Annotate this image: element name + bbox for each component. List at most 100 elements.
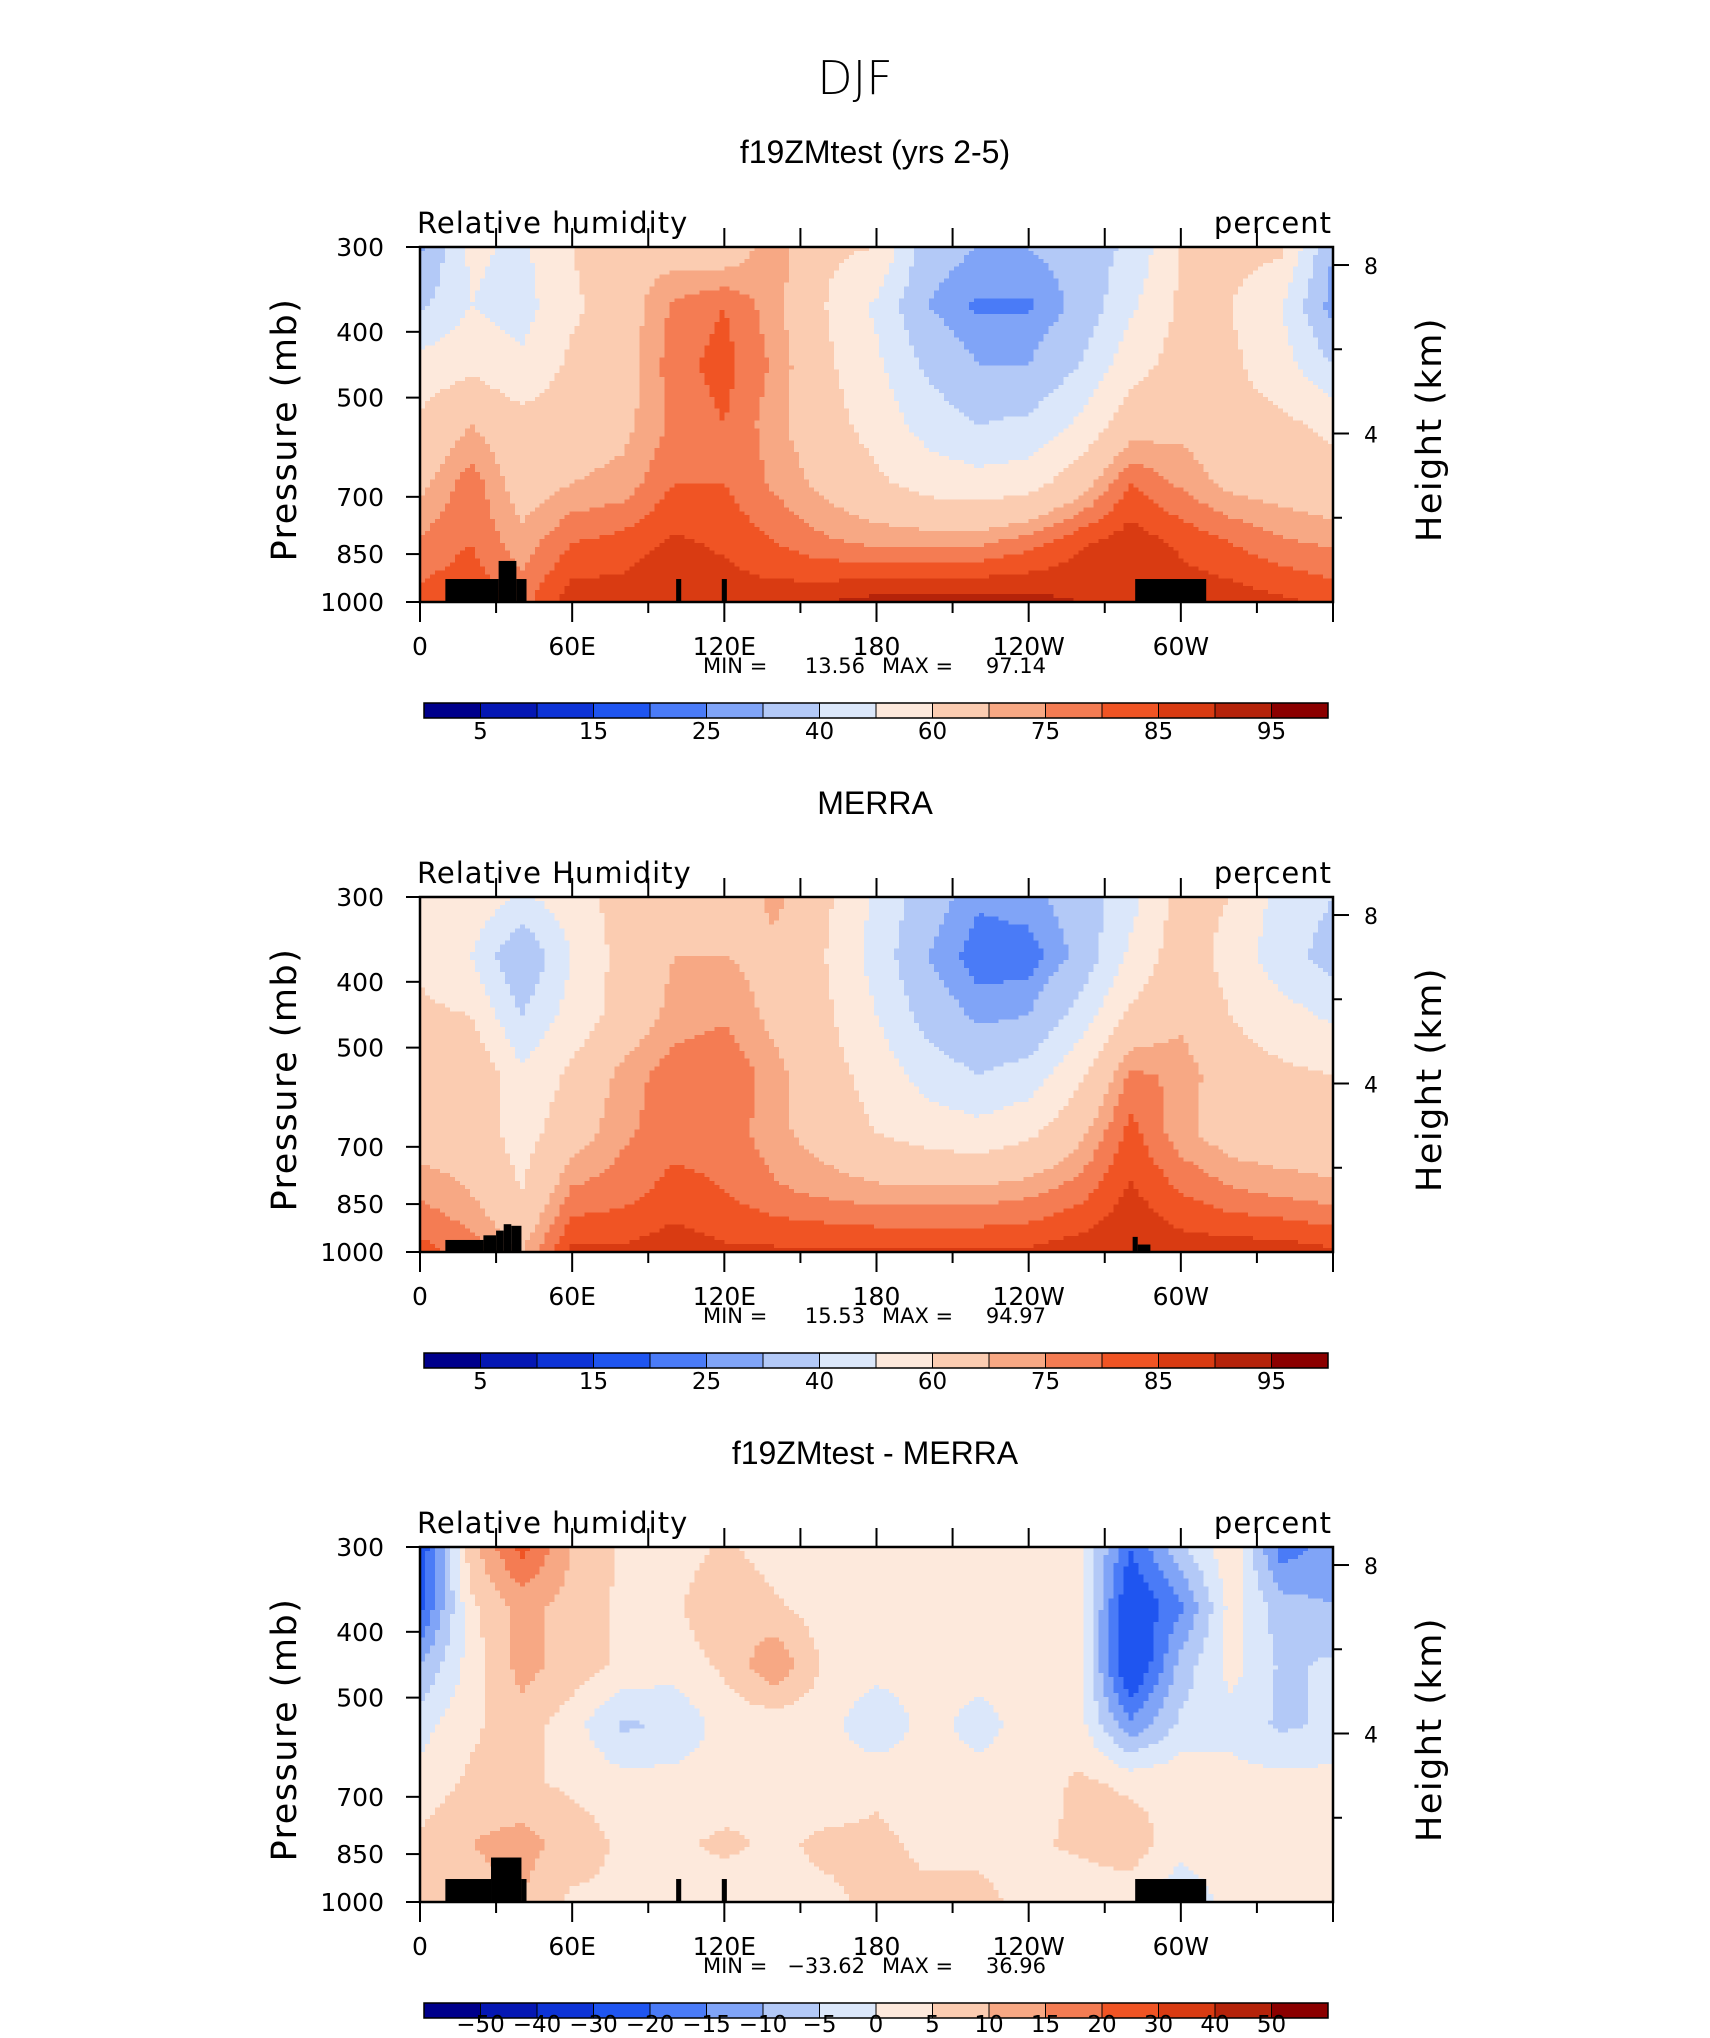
field-cell bbox=[983, 558, 1070, 564]
field-cell bbox=[1093, 479, 1115, 485]
field-cell bbox=[1123, 1058, 1194, 1064]
field-cell bbox=[434, 1578, 446, 1584]
field-cell bbox=[484, 1712, 556, 1718]
field-cell bbox=[719, 314, 725, 319]
field-cell bbox=[1113, 1677, 1125, 1682]
field-cell bbox=[434, 519, 496, 524]
field-cell bbox=[1183, 1157, 1239, 1162]
field-cell bbox=[789, 507, 845, 512]
field-cell bbox=[1143, 282, 1179, 288]
field-cell bbox=[484, 1700, 566, 1706]
field-cell bbox=[1133, 1046, 1189, 1052]
field-cell bbox=[424, 247, 446, 252]
field-cell bbox=[754, 1649, 790, 1655]
field-cell bbox=[464, 247, 496, 252]
field-cell bbox=[1328, 286, 1334, 291]
field-cell bbox=[1063, 932, 1100, 938]
field-cell bbox=[639, 389, 666, 394]
field-cell bbox=[829, 499, 1075, 504]
field-cell bbox=[1228, 538, 1299, 544]
field-cell bbox=[420, 1720, 441, 1726]
field-cell bbox=[1208, 1594, 1224, 1599]
y-tick-label: 1000 bbox=[320, 1888, 384, 1917]
field-cell bbox=[599, 900, 765, 906]
y-axis-label: Pressure (mb) bbox=[265, 1598, 305, 1862]
field-cell bbox=[574, 1054, 626, 1060]
field-cell bbox=[449, 1570, 461, 1576]
field-cell bbox=[1038, 1129, 1090, 1135]
field-cell bbox=[898, 400, 950, 406]
field-cell bbox=[749, 250, 790, 256]
field-cell bbox=[834, 361, 885, 366]
field-cell bbox=[574, 1153, 621, 1158]
field-cell bbox=[903, 900, 950, 906]
field-cell bbox=[1113, 1566, 1125, 1572]
field-cell bbox=[569, 1184, 656, 1190]
field-cell bbox=[420, 444, 456, 449]
field-cell bbox=[1113, 1570, 1125, 1576]
field-cell bbox=[903, 286, 940, 291]
field-cell bbox=[1038, 1192, 1090, 1198]
field-cell bbox=[659, 357, 700, 362]
field-cell bbox=[764, 900, 785, 906]
field-cell bbox=[1188, 1042, 1259, 1048]
field-cell bbox=[1173, 302, 1234, 307]
topography-block bbox=[1132, 1236, 1138, 1252]
field-cell bbox=[1118, 1637, 1154, 1643]
field-cell bbox=[784, 499, 830, 504]
field-cell bbox=[1098, 1716, 1115, 1722]
field-cell bbox=[844, 1724, 910, 1730]
field-cell bbox=[1038, 940, 1065, 945]
field-cell bbox=[809, 554, 1005, 560]
field-cell bbox=[534, 310, 586, 315]
field-cell bbox=[1088, 396, 1125, 402]
field-cell bbox=[1208, 1590, 1224, 1595]
field-cell bbox=[704, 345, 735, 351]
field-cell bbox=[1123, 1082, 1159, 1087]
field-cell bbox=[1148, 1204, 1214, 1210]
field-cell bbox=[1053, 389, 1095, 394]
field-cell bbox=[499, 1554, 521, 1560]
field-cell bbox=[1053, 908, 1105, 914]
field-cell bbox=[499, 1090, 556, 1095]
field-cell bbox=[434, 1550, 446, 1556]
field-cell bbox=[694, 1228, 1090, 1233]
field-cell bbox=[604, 1858, 810, 1864]
field-cell bbox=[539, 1850, 611, 1856]
field-cell bbox=[659, 444, 760, 449]
topography-block bbox=[1135, 579, 1207, 602]
field-cell bbox=[799, 1696, 860, 1702]
field-cell bbox=[1038, 944, 1070, 949]
field-cell bbox=[1028, 928, 1065, 934]
field-cell bbox=[1198, 1070, 1324, 1076]
field-cell bbox=[799, 463, 880, 469]
field-cell bbox=[629, 1240, 725, 1245]
field-cell bbox=[1143, 1574, 1164, 1580]
field-cell bbox=[1053, 904, 1105, 910]
field-cell bbox=[1258, 956, 1309, 961]
field-cell bbox=[1093, 329, 1125, 335]
field-cell bbox=[589, 1878, 835, 1883]
field-cell bbox=[1118, 1062, 1199, 1068]
field-cell bbox=[434, 1728, 481, 1733]
field-cell bbox=[789, 329, 830, 335]
field-cell bbox=[420, 1125, 501, 1131]
field-cell bbox=[484, 479, 506, 485]
field-cell bbox=[1223, 1618, 1244, 1623]
field-cell bbox=[509, 1657, 546, 1662]
field-cell bbox=[1243, 1657, 1274, 1662]
field-cell bbox=[1283, 302, 1304, 307]
field-cell bbox=[1083, 1681, 1095, 1686]
field-cell bbox=[464, 1637, 486, 1643]
field-cell bbox=[784, 503, 835, 508]
field-cell bbox=[1108, 1641, 1120, 1647]
field-cell bbox=[1148, 1846, 1334, 1852]
field-cell bbox=[559, 1177, 591, 1182]
field-cell bbox=[1003, 1898, 1149, 1903]
field-cell bbox=[1098, 952, 1125, 957]
field-cell bbox=[1153, 365, 1244, 370]
field-cell bbox=[1083, 1554, 1095, 1560]
field-cell bbox=[494, 460, 611, 465]
field-cell bbox=[420, 566, 446, 572]
field-cell bbox=[1273, 1716, 1309, 1722]
